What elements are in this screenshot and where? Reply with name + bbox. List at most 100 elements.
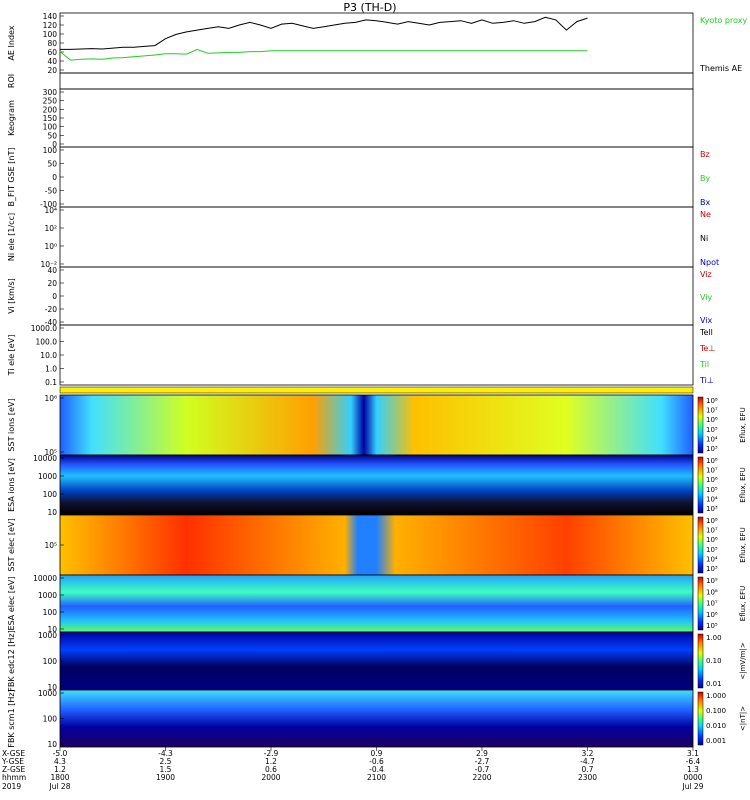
sst-ions-colorbar	[697, 396, 704, 454]
x-axis-tick-label: 2.9	[476, 749, 488, 758]
temperature-legend-entry: Til	[699, 360, 709, 369]
sst-ions-ylabel: SST ions [eV]	[7, 398, 16, 451]
temperature-ytick: 100.0	[36, 338, 58, 347]
x-axis-tick-label: 2.5	[160, 757, 172, 766]
sst-electrons-colorbar-label: Eflux, EFU	[739, 527, 747, 562]
panel-fbk-scm1: FBK scm1 [Hz] 1000 100 10 1.000 0.100 0.010 0.0…	[7, 689, 747, 749]
fbk-scm1-colorbar	[697, 691, 704, 746]
panel-velocity: Vi [km/s] 40 20 0 -20 -40 Viz Viy Vix	[7, 266, 713, 327]
x-axis-tick-label: 0.7	[582, 765, 594, 774]
panel-esa-electrons: ESA elec [eV] 10000 1000 100 10 10⁹ 10⁸ 10⁷ 10⁶ 1…	[7, 574, 747, 634]
x-axis-tick-label: 3.1	[687, 749, 699, 758]
panel-sst-electrons: SST elec [eV] 10⁵10⁸10⁷10⁶10⁵10⁴10³Eflux,…	[7, 514, 747, 576]
esa-electrons-spectrogram	[60, 575, 693, 632]
panel-temperature: Ti ele [eV] 1000.0 100.0 10.0 1.0 0.1 Tell Te⊥ T…	[7, 324, 715, 387]
x-axis-tick-label: 1.2	[265, 757, 277, 766]
fbk-edc12-ytick: 1000	[38, 631, 57, 640]
x-axis-tick-label: -4.7	[580, 757, 595, 766]
density-ytick: 10⁰	[44, 242, 57, 251]
esa-electrons-colorbar-tick: 10⁶	[706, 611, 718, 619]
velocity-legend-entry: Vix	[700, 316, 713, 325]
fbk-edc12-colorbar	[697, 633, 704, 689]
esa-ions-colorbar-tick: 10⁴	[706, 495, 718, 503]
roi-ylabel: ROI	[7, 74, 16, 88]
sst-electrons-colorbar-tick: 10⁷	[706, 527, 718, 535]
x-axis-tick-label: 2200	[472, 773, 491, 782]
density-frame	[59, 206, 694, 268]
sst-electrons-colorbar	[697, 516, 704, 574]
fbk-edc12-colorbar-tick: 1.00	[706, 634, 722, 642]
x-axis-tick-label: Jul 29	[682, 782, 704, 791]
temperature-ytick: 0.1	[45, 378, 57, 387]
fbk-scm1-colorbar-tick: 0.010	[706, 722, 726, 730]
keogram-ytick: 0	[52, 140, 57, 149]
esa-ions-colorbar	[697, 456, 704, 514]
ae-index-ytick: 60	[47, 48, 57, 57]
x-axis-tick-label: -0.6	[369, 757, 384, 766]
page-title: P3 (TH-D)	[343, 1, 396, 14]
panel-sst-ions: SST ions [eV] 10⁶10⁵10⁸10⁷10⁶10⁵10⁴10³Efl…	[7, 394, 747, 457]
fbk-edc12-spectrogram	[60, 632, 693, 690]
fbk-edc12-colorbar-tick: 0.10	[706, 657, 722, 665]
sst-ions-colorbar-tick: 10³	[706, 445, 718, 453]
esa-ions-ylabel: ESA ions [eV]	[7, 458, 16, 512]
ae-index-legend-entry: Themis AE	[699, 64, 742, 73]
velocity-legend-entry: Viy	[700, 293, 713, 302]
panel-roi: ROI	[7, 72, 694, 90]
keogram-ytick: 250	[43, 97, 58, 106]
density-ylabel: Ni ele [1/cc]	[7, 213, 16, 261]
x-axis-tick-label: -2.9	[264, 749, 279, 758]
density-legend-entry: Npot	[700, 258, 719, 267]
x-axis-tick-label: 1.3	[687, 765, 699, 774]
magnetic-field-ytick: 0	[52, 173, 57, 182]
fbk-edc12-ytick: 100	[43, 657, 58, 666]
x-axis-tick-label: 1800	[50, 773, 69, 782]
panel-density: Ni ele [1/cc] 10⁴ 10² 10⁰ 10⁻² Ne Ni Npot	[7, 206, 719, 269]
x-axis-tick-label: 1900	[156, 773, 175, 782]
magnetic-field-ylabel: B_FIT GSE [nT]	[7, 148, 16, 207]
density-legend-entry: Ni	[700, 234, 708, 243]
temperature-frame	[59, 324, 694, 386]
ae-index-ylabel: AE Index	[7, 25, 16, 60]
magnetic-field-ytick: 50	[47, 160, 57, 169]
esa-electrons-colorbar-label: Eflux, EFU	[739, 586, 747, 621]
temperature-ylabel: Ti ele [eV]	[7, 335, 16, 377]
esa-ions-colorbar-label: Eflux, EFU	[739, 467, 747, 502]
fbk-scm1-colorbar-tick: 1.000	[706, 692, 726, 700]
ae-index-frame	[59, 12, 694, 74]
fbk-edc12-ylabel: FBK edc12 [Hz]	[7, 630, 16, 691]
sst-ions-colorbar-tick: 10⁸	[706, 397, 718, 405]
velocity-ytick: -20	[45, 305, 57, 314]
esa-electrons-ytick: 100	[43, 608, 58, 617]
x-axis-tick-label: 0000	[683, 773, 702, 782]
fbk-scm1-ytick: 10	[47, 740, 57, 749]
temperature-ytick: 1000.0	[31, 324, 57, 333]
x-axis-tick-label: 4.3	[54, 757, 66, 766]
x-axis-tick-label: 2100	[367, 773, 386, 782]
fbk-edc12-colorbar-tick: 0.01	[706, 680, 722, 688]
esa-electrons-ylabel: ESA elec [eV]	[7, 577, 16, 631]
esa-electrons-ytick: 10	[47, 625, 57, 634]
esa-ions-colorbar-tick: 10⁸	[706, 457, 718, 465]
x-axis-row-label: Y-GSE	[1, 757, 24, 766]
fbk-scm1-spectrogram	[60, 690, 693, 747]
sst-electrons-spectrogram	[60, 515, 693, 575]
x-axis-tick-label: 1.2	[54, 765, 66, 774]
ae-index-legend-entry: Kyoto proxy AE	[700, 16, 750, 25]
density-ytick: 10⁴	[44, 206, 57, 215]
esa-electrons-ytick: 10000	[33, 574, 57, 583]
esa-ions-colorbar-tick: 10⁷	[706, 467, 718, 475]
esa-electrons-colorbar-tick: 10⁵	[706, 622, 718, 630]
fbk-scm1-colorbar-tick: 0.100	[706, 707, 726, 715]
temperature-legend-entry: Tell	[699, 328, 713, 337]
x-axis-tick-label: -6.4	[686, 757, 701, 766]
sst-ions-colorbar-label: Eflux, EFU	[739, 407, 747, 442]
sst-ions-ytick: 10⁶	[44, 394, 57, 403]
roi-frame	[59, 72, 694, 90]
ae-index-series-line	[60, 16, 588, 50]
fbk-scm1-colorbar-tick: 0.001	[706, 737, 726, 745]
fbk-scm1-ylabel: FBK scm1 [Hz]	[7, 689, 16, 747]
temperature-legend-entry: Te⊥	[699, 344, 715, 353]
x-axis-row-label: Z-GSE	[2, 765, 26, 774]
magnetic-field-ytick: -100	[40, 200, 57, 209]
